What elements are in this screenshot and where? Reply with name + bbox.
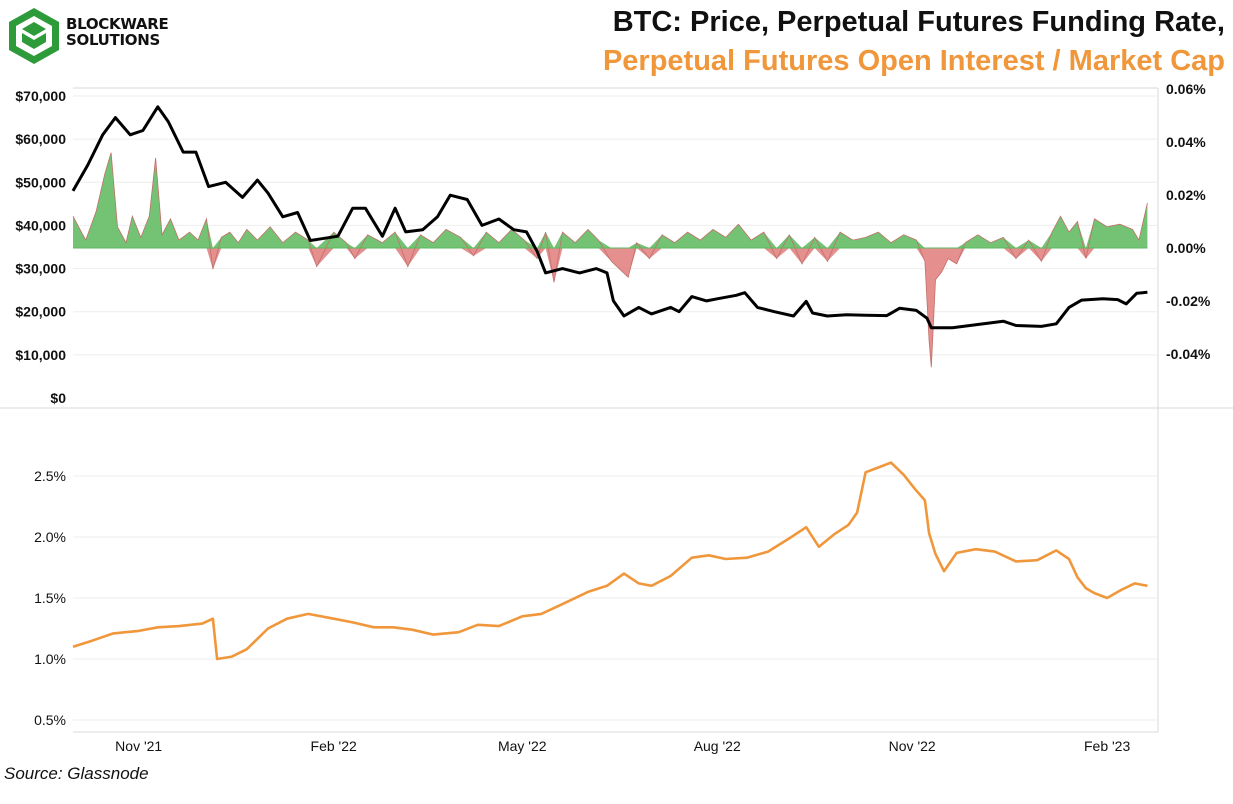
- y-oi-tick-label: 2.0%: [34, 529, 66, 545]
- y-right-tick-label: 0.04%: [1166, 134, 1206, 150]
- brand-name: BLOCKWARE SOLUTIONS: [66, 15, 169, 49]
- chart-area: $0 $10,000 $20,000 $30,000 $40,000 $50,000 $60…: [0, 81, 1233, 754]
- x-axis: Nov '21 Feb '22 May '22 Aug '22 Nov '22 Feb '…: [73, 731, 1158, 754]
- source-note: Source: Glassnode: [4, 764, 149, 783]
- y-left-tick-label: $40,000: [15, 217, 66, 233]
- y-left-tick-label: $50,000: [15, 174, 66, 190]
- open-interest-panel: 0.5% 1.0% 1.5% 2.0% 2.5%: [34, 461, 1158, 728]
- y-oi-tick-label: 1.5%: [34, 590, 66, 606]
- blockware-logo-icon: [9, 8, 59, 64]
- y-left-tick-label: $10,000: [15, 347, 66, 363]
- chart-header: BLOCKWARE SOLUTIONS BTC: Price, Perpetua…: [0, 0, 1233, 88]
- x-tick-label: Aug '22: [694, 738, 741, 754]
- y-right-tick-label: -0.02%: [1166, 293, 1211, 309]
- btc-price-line: [71, 105, 1148, 330]
- y-left-tick-label: $70,000: [15, 88, 66, 104]
- x-tick-label: Nov '21: [115, 738, 162, 754]
- x-tick-label: Feb '22: [311, 738, 357, 754]
- y-left-tick-label: $20,000: [15, 304, 66, 320]
- y-left-tick-label: $60,000: [15, 131, 66, 147]
- y-oi-tick-label: 1.0%: [34, 651, 66, 667]
- funding-rate-negative-area: [73, 248, 1148, 368]
- chart-title-line-1: BTC: Price, Perpetual Futures Funding Ra…: [612, 6, 1225, 38]
- y-oi-tick-label: 2.5%: [34, 468, 66, 484]
- x-tick-label: May '22: [498, 738, 547, 754]
- price-funding-panel: $0 $10,000 $20,000 $30,000 $40,000 $50,000 $60…: [0, 81, 1233, 732]
- y-right-tick-label: -0.04%: [1166, 346, 1211, 362]
- funding-rate-positive-area: [73, 152, 1148, 248]
- x-tick-label: Nov '22: [889, 738, 936, 754]
- x-tick-label: Feb '23: [1084, 738, 1130, 754]
- chart-title-line-2: Perpetual Futures Open Interest / Market…: [602, 45, 1225, 77]
- y-right-tick-label: 0.06%: [1166, 81, 1206, 97]
- y-right-tick-label: 0.00%: [1166, 240, 1206, 256]
- y-left-tick-label: $0: [50, 390, 66, 406]
- y-left-tick-label: $30,000: [15, 261, 66, 277]
- funding-rate-line: [72, 152, 1148, 368]
- y-right-tick-label: 0.02%: [1166, 187, 1206, 203]
- brand-line-1: BLOCKWARE: [66, 15, 169, 33]
- y-oi-tick-label: 0.5%: [34, 712, 66, 728]
- open-interest-line: [72, 461, 1148, 661]
- brand-line-2: SOLUTIONS: [66, 31, 160, 49]
